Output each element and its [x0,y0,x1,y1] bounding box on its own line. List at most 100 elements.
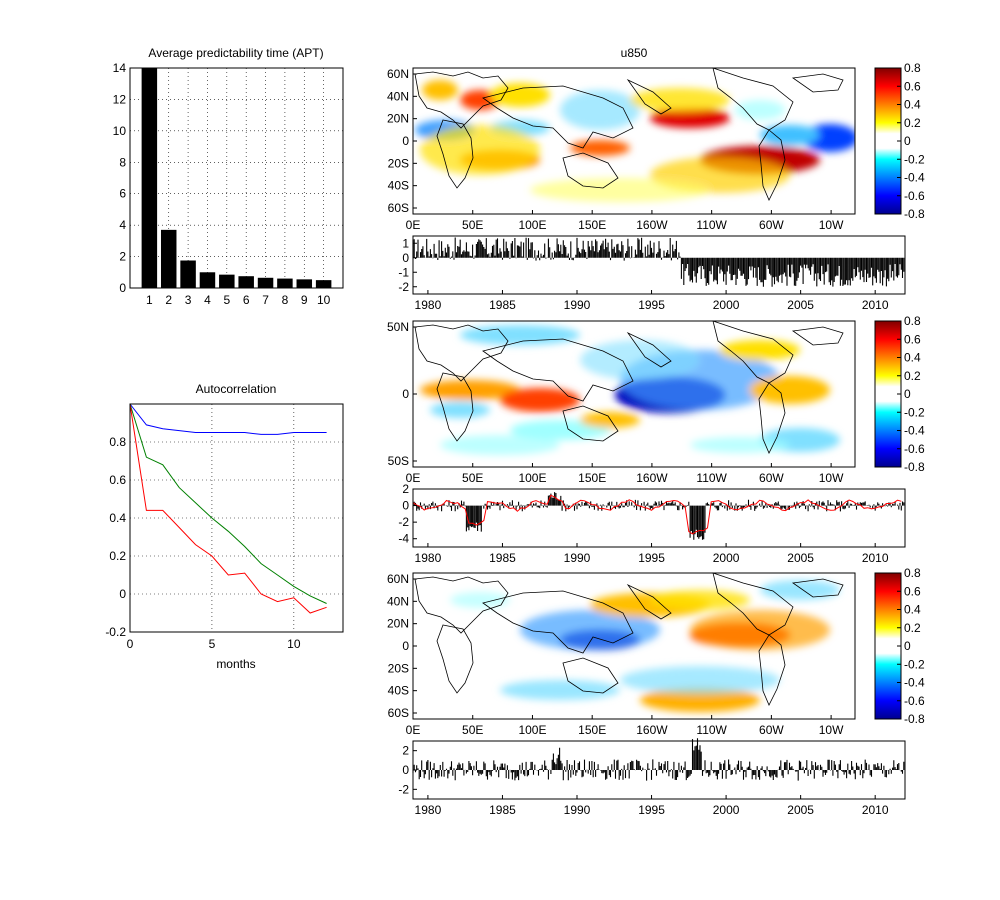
ts-xtick-label: 2005 [787,298,814,312]
ts-xtick-label: 2010 [862,298,889,312]
colorbar-tick-label: -0.6 [904,442,925,456]
apt-xtick-label: 2 [165,293,172,307]
colorbar-tick-label: 0.6 [904,332,921,346]
map-xtick-label: 50E [462,218,483,232]
apt-xtick-label: 8 [282,293,289,307]
map1-ticks: 0E 50E 100E 150E 160W 110W 60W 10W 60N 40N 20N 0 20S… [387,67,844,232]
map-xtick-label: 60W [759,218,784,232]
coastline [414,71,509,129]
ts-ytick-label: 1 [402,236,409,250]
map-xtick-label: 10W [819,218,844,232]
apt-ytick-label: 12 [113,92,127,106]
colorbar-tick-label: -0.8 [904,460,925,474]
apt-ytick-label: 6 [119,187,126,201]
ts-ytick-label: 2 [402,744,409,758]
map-ytick-label: 0 [402,639,409,653]
map-ytick-label: 20S [388,661,409,675]
ts-xtick-label: 1995 [638,298,665,312]
coastline [758,382,786,454]
coastline [562,657,619,694]
map-xtick-label: 50E [462,471,483,485]
map-ytick-label: 40N [387,594,409,608]
colorbar-2: 0.8 0.6 0.4 0.2 0 -0.2 -0.4 -0.6 -0.8 [874,314,925,474]
ts-xtick-label: 1995 [638,803,665,817]
colorbar-tick-label: -0.6 [904,694,925,708]
colorbar-1: 0.8 0.6 0.4 0.2 0 -0.2 -0.4 -0.6 -0.8 [874,61,925,221]
map-xtick-label: 110W [696,218,727,232]
colorbar-tick-label: -0.8 [904,712,925,726]
ts-xtick-label: 2000 [713,298,740,312]
map-ytick-label: 20N [387,617,409,631]
ts-ytick-label: -2 [398,782,409,796]
apt-bar [141,68,158,288]
apt-bar [160,229,177,288]
ac-xtick-label: 0 [127,637,134,651]
apt-axes-box [129,67,344,289]
ts-xtick-label: 1990 [564,551,591,565]
colorbar-tick-label: 0.6 [904,79,921,93]
ac-xlabel: months [216,657,255,671]
map-xtick-label: 10W [819,723,844,737]
apt-bar [257,277,274,288]
apt-bar [277,278,293,288]
map-ytick-label: 20N [387,112,409,126]
map-ytick-label: 50S [388,454,409,468]
map-ytick-label: 0 [402,387,409,401]
colorbar-tick-label: -0.2 [904,405,925,419]
ac-ytick-label: 0.2 [109,549,126,563]
ts-ytick-label: -2 [398,515,409,529]
ts-ytick-label: 0 [402,499,409,513]
ts-xtick-label: 1980 [415,803,442,817]
coastline [482,590,634,654]
colorbar-tick-label: 0.8 [904,566,921,580]
map-ytick-label: 0 [402,134,409,148]
map-xtick-label: 160W [636,218,668,232]
colorbar-tick-label: -0.4 [904,676,925,690]
ac-ytick-label: 0.4 [109,511,126,525]
ac-lines [129,403,327,614]
apt-ytick-label: 10 [113,124,127,138]
ts-xtick-label: 2005 [787,803,814,817]
ac-ytick-label: -0.2 [105,625,126,639]
coastline [626,331,672,368]
colorbar-tick-label: 0.6 [904,584,921,598]
colorbar-tick-label: -0.6 [904,189,925,203]
ac-xtick-label: 10 [287,637,301,651]
coastline [414,576,509,634]
ts-ytick-label: 2 [402,482,409,496]
map-xtick-label: 100E [518,218,546,232]
map3-coastlines [414,572,844,706]
map-panel-2: 0E 50E 100E 150E 160W 110W 60W 10W 50N 0 50S [387,320,856,485]
coastline [758,634,786,706]
coastline [626,583,672,620]
colorbar-tick-label: 0.4 [904,603,921,617]
ac-xticks: 0 5 10 [127,637,301,651]
colorbar-tick-label: 0.2 [904,621,921,635]
map-xtick-label: 150E [578,723,606,737]
colorbar-tick-label: 0.4 [904,98,921,112]
ts-ytick-label: -1 [398,265,409,279]
apt-bar [180,260,196,288]
map2-coastlines [414,320,844,454]
ts-xtick-label: 2000 [713,551,740,565]
map-xtick-label: 150E [578,471,606,485]
apt-xtick-label: 6 [243,293,250,307]
map-ytick-label: 60S [388,706,409,720]
ts-ytick-label: 0 [402,251,409,265]
ac-xtick-label: 5 [209,637,216,651]
ts-background [413,489,905,547]
map-xtick-label: 110W [696,471,727,485]
ts-xtick-label: 1985 [489,551,516,565]
colorbar-tick-label: -0.4 [904,424,925,438]
ts-xtick-label: 2010 [862,803,889,817]
ts-xtick-label: 1980 [415,298,442,312]
map-xtick-label: 160W [636,723,668,737]
ac-title: Autocorrelation [196,382,277,396]
apt-xtick-label: 5 [223,293,230,307]
map2-ticks: 0E 50E 100E 150E 160W 110W 60W 10W 50N 0 50S [387,320,844,485]
map-xtick-label: 100E [518,723,546,737]
apt-xtick-label: 10 [317,293,331,307]
ac-series-line [129,403,327,435]
map-xtick-label: 50E [462,723,483,737]
